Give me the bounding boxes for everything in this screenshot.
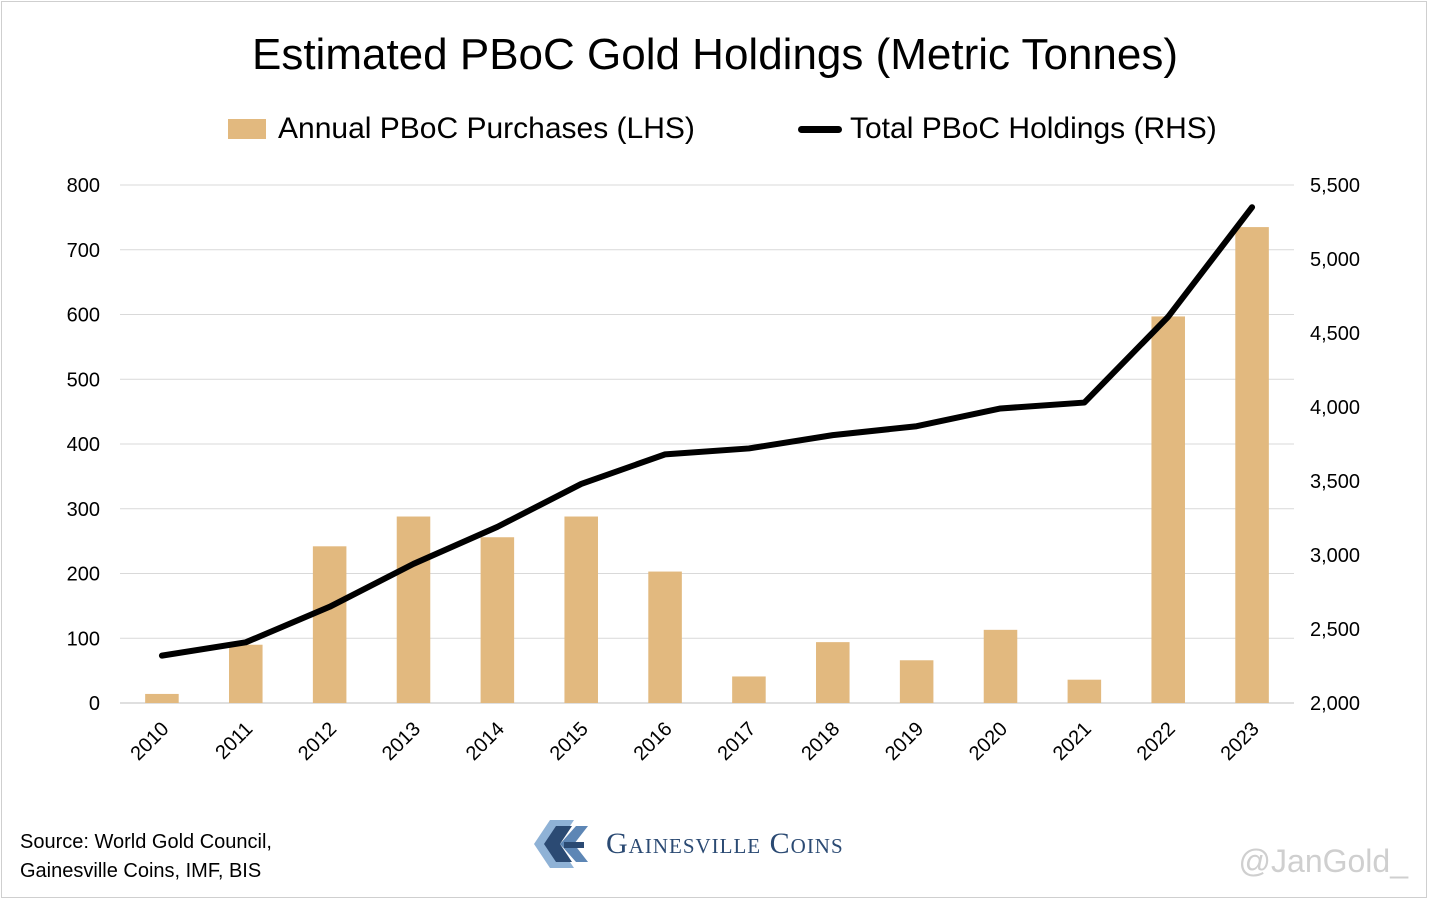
x-tick-label: 2018 (797, 718, 844, 765)
y-right-tick-label: 2,500 (1310, 619, 1360, 641)
legend: Annual PBoC Purchases (LHS) Total PBoC H… (0, 112, 1430, 156)
x-tick-label: 2015 (546, 718, 593, 765)
x-tick-label: 2023 (1217, 718, 1264, 765)
y-left-tick-label: 800 (67, 175, 100, 197)
bar-2017 (732, 676, 766, 703)
legend-swatch-line (798, 125, 842, 133)
y-right-tick-label: 5,000 (1310, 249, 1360, 271)
legend-item-purchases: Annual PBoC Purchases (LHS) (228, 112, 695, 146)
y-right-tick-label: 3,000 (1310, 545, 1360, 567)
bar-2023 (1235, 227, 1269, 703)
bar-2012 (312, 546, 347, 703)
y-left-tick-label: 300 (67, 499, 100, 521)
x-tick-label: 2021 (1049, 718, 1096, 765)
source-note: Source: World Gold Council, Gainesville … (20, 828, 272, 886)
y-right-tick-label: 4,000 (1310, 397, 1360, 419)
y-left-tick-label: 400 (67, 434, 100, 456)
bar-2021 (1067, 679, 1102, 703)
y-left-tick-label: 700 (67, 240, 100, 262)
gainesville-coins-logo-icon (534, 820, 588, 868)
bar-2018 (816, 642, 850, 703)
bar-2015 (564, 516, 598, 703)
y-right-tick-label: 3,500 (1310, 471, 1360, 493)
legend-swatch-bar (228, 119, 266, 139)
y-right-tick-label: 5,500 (1310, 175, 1360, 197)
bar-2019 (899, 660, 934, 703)
x-tick-label: 2020 (965, 718, 1012, 765)
bar-2010 (145, 693, 179, 703)
y-right-tick-label: 2,000 (1310, 693, 1360, 715)
bar-2013 (396, 516, 431, 703)
x-tick-label: 2013 (378, 718, 425, 765)
y-left-tick-label: 0 (89, 693, 100, 715)
x-tick-label: 2016 (630, 718, 677, 765)
line-total-holdings (158, 204, 1256, 659)
legend-label-holdings: Total PBoC Holdings (RHS) (850, 112, 1217, 145)
legend-item-holdings: Total PBoC Holdings (RHS) (798, 112, 1217, 146)
source-line-2: Gainesville Coins, IMF, BIS (20, 860, 262, 882)
y-left-tick-label: 200 (67, 564, 100, 586)
y-right-tick-label: 4,500 (1310, 323, 1360, 345)
source-line-1: Source: World Gold Council, (20, 831, 272, 853)
bar-2022 (1151, 316, 1185, 703)
x-tick-label: 2019 (881, 718, 928, 765)
bar-2011 (229, 644, 263, 703)
x-tick-label: 2012 (294, 718, 341, 765)
y-left-tick-label: 100 (67, 628, 100, 650)
x-tick-label: 2011 (211, 718, 257, 764)
x-tick-label: 2022 (1133, 718, 1180, 765)
x-tick-label: 2010 (126, 718, 173, 765)
bar-2016 (648, 571, 682, 703)
watermark: @JanGold_ (1238, 843, 1408, 879)
brand-name: Gainesville Coins (606, 827, 844, 860)
chart-title: Estimated PBoC Gold Holdings (Metric Ton… (251, 30, 1179, 79)
bar-2014 (480, 537, 515, 703)
x-tick-label: 2014 (462, 718, 509, 765)
y-left-tick-label: 500 (67, 369, 100, 391)
y-left-tick-label: 600 (67, 305, 100, 327)
legend-label-purchases: Annual PBoC Purchases (LHS) (278, 112, 695, 145)
bar-2020 (983, 629, 1018, 703)
x-tick-label: 2017 (713, 718, 760, 765)
brand: Gainesville Coins (530, 816, 844, 872)
